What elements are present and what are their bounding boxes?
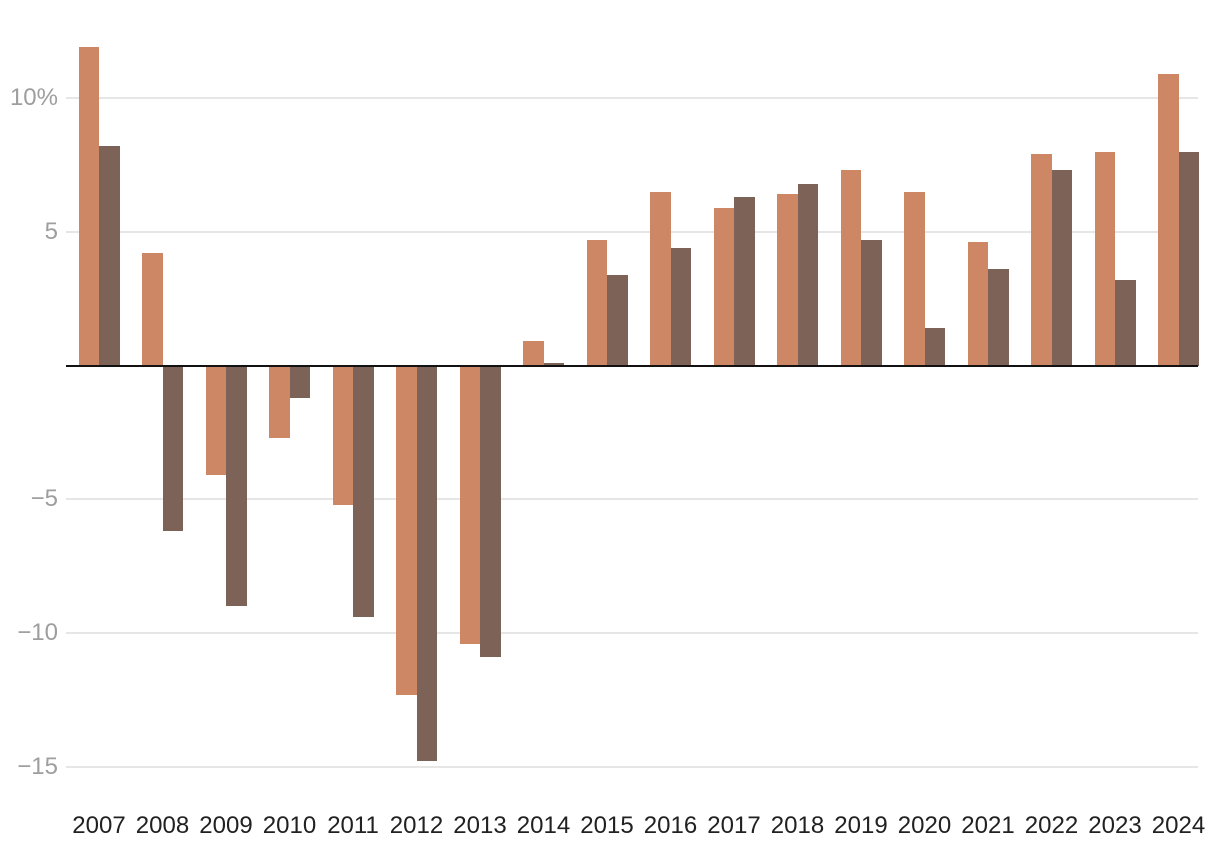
bar-series-2-2023	[1115, 279, 1136, 366]
x-axis-tick-label: 2017	[707, 812, 761, 839]
bar-series-2-2014	[543, 362, 564, 366]
x-axis-tick-label: 2018	[770, 812, 825, 839]
y-axis-tick-label: 5	[44, 217, 58, 245]
bar-series-2-2011	[353, 365, 374, 617]
x-axis-tick-label: 2009	[199, 812, 253, 839]
x-axis-zero-line	[66, 364, 1198, 367]
bar-series-1-2015	[586, 239, 607, 366]
x-axis-tick-label: 2010	[262, 812, 317, 839]
bar-series-2-2022	[1051, 170, 1072, 366]
bar-series-1-2013	[459, 365, 480, 644]
x-axis-tick-label: 2007	[72, 812, 126, 839]
x-axis-tick-label: 2008	[135, 812, 190, 839]
x-axis-tick-label: 2023	[1088, 812, 1142, 839]
bar-series-2-2020	[924, 328, 945, 366]
x-axis-tick-label: 2014	[516, 812, 571, 839]
bar-series-1-2007	[78, 47, 99, 366]
bar-series-1-2010	[269, 365, 290, 438]
bar-series-1-2023	[1094, 151, 1115, 366]
x-axis-tick-label: 2016	[643, 812, 698, 839]
bar-series-1-2012	[396, 365, 417, 695]
bar-series-2-2013	[480, 365, 501, 658]
bar-series-1-2009	[205, 365, 226, 476]
gridline-10%	[66, 97, 1198, 99]
gridline-5	[66, 230, 1198, 233]
bar-series-1-2022	[1031, 154, 1052, 366]
bar-series-1-2019	[840, 170, 861, 366]
x-axis-tick-label: 2015	[580, 812, 634, 839]
bar-series-1-2014	[523, 341, 544, 366]
bar-series-2-2024	[1178, 151, 1199, 366]
bar-series-2-2012	[416, 365, 437, 762]
bar-series-1-2021	[967, 242, 988, 366]
bar-series-1-2017	[713, 207, 734, 366]
x-axis-tick-label: 2021	[961, 812, 1015, 839]
bar-series-2-2008	[162, 365, 183, 532]
x-axis-tick-label: 2019	[834, 812, 888, 839]
y-axis-tick-label: −5	[30, 485, 58, 513]
gridline-−10	[66, 632, 1198, 634]
bar-series-2-2021	[988, 269, 1009, 366]
bar-series-1-2016	[650, 191, 671, 366]
bar-series-2-2018	[797, 183, 818, 366]
x-axis-tick-label: 2011	[327, 812, 379, 839]
y-axis-tick-label: −10	[17, 619, 58, 646]
bar-series-2-2016	[670, 247, 691, 366]
x-axis-tick-label: 2013	[453, 812, 507, 839]
bar-series-2-2017	[734, 196, 755, 366]
y-axis-tick-label: 10%	[9, 84, 58, 111]
x-axis-tick-label: 2022	[1024, 812, 1079, 839]
bar-series-2-2010	[289, 365, 310, 398]
bar-series-1-2018	[777, 194, 798, 366]
bar-series-2-2015	[607, 274, 628, 366]
bar-series-2-2009	[226, 365, 247, 607]
gridline-−15	[66, 765, 1198, 768]
bar-series-2-2007	[99, 146, 120, 366]
bar-series-1-2008	[142, 253, 163, 366]
bar-series-2-2019	[861, 239, 882, 366]
x-axis-tick-label: 2012	[389, 812, 444, 839]
x-axis-tick-label: 2020	[897, 812, 952, 839]
y-axis-tick-label: −15	[17, 752, 58, 780]
x-axis-tick-label: 2024	[1151, 812, 1206, 839]
gridline-−5	[66, 498, 1198, 501]
bar-series-1-2020	[904, 191, 925, 366]
bar-series-1-2024	[1158, 73, 1179, 366]
bar-series-1-2011	[332, 365, 353, 505]
